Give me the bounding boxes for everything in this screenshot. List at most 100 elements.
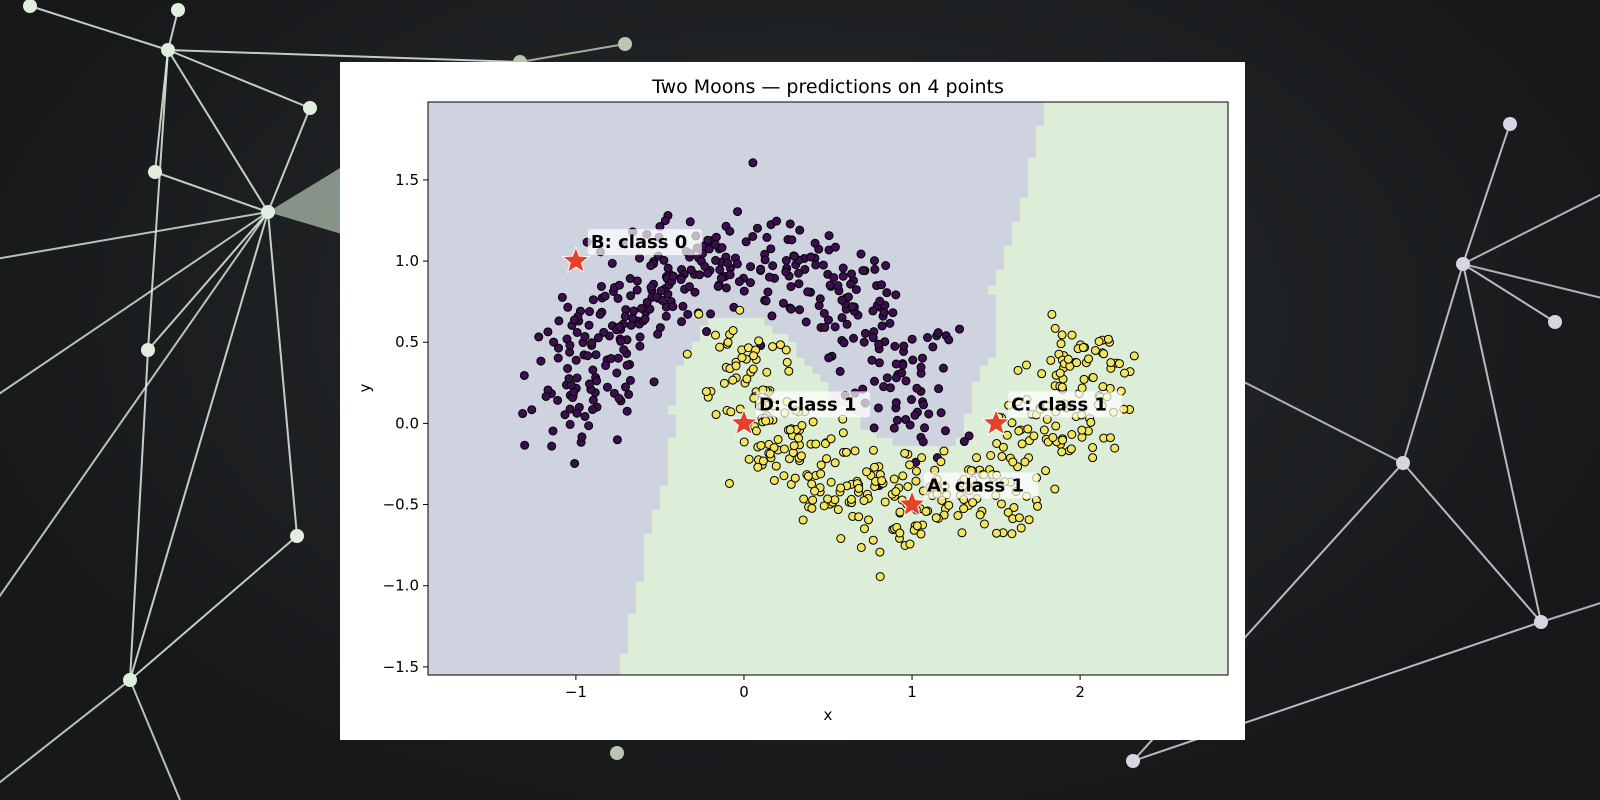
region-cell [1188,486,1197,495]
region-cell [1068,270,1077,279]
point-class-0 [624,389,634,399]
region-cell [1164,510,1173,519]
region-cell [1220,406,1228,415]
region-cell [1036,654,1045,663]
region-cell [1148,590,1157,599]
region-cell [1100,230,1109,239]
region-cell [1116,126,1125,135]
region-cell [1196,574,1205,583]
region-cell [1196,366,1205,375]
region-cell [812,454,821,463]
region-cell [1148,598,1157,607]
region-cell [1220,414,1228,423]
point-class-1 [728,326,738,336]
region-cell [764,326,773,335]
point-class-1 [841,447,851,457]
region-cell [1020,638,1029,647]
region-cell [1116,134,1125,143]
region-cell [1204,518,1213,527]
network-node [1396,456,1410,470]
region-cell [1156,494,1165,503]
region-cell [1020,430,1029,439]
region-cell [876,630,885,639]
region-cell [708,614,717,623]
region-cell [788,534,797,543]
region-cell [980,622,989,631]
region-cell [1180,278,1189,287]
region-cell [820,558,829,567]
region-cell [1180,110,1189,119]
region-cell [1004,574,1013,583]
region-cell [1020,254,1029,263]
region-cell [980,598,989,607]
region-cell [1060,518,1069,527]
region-cell [1092,246,1101,255]
region-cell [924,518,933,527]
point-class-0 [837,313,847,323]
region-cell [1052,150,1061,159]
region-cell [1044,342,1053,351]
region-cell [1212,262,1221,271]
region-cell [764,422,773,431]
region-cell [1036,534,1045,543]
region-cell [716,550,725,559]
point-class-0 [703,235,713,245]
region-cell [1220,646,1228,655]
region-cell [868,502,877,511]
region-cell [1156,470,1165,479]
point-class-1 [957,528,967,538]
region-cell [1220,334,1228,343]
region-cell [1172,486,1181,495]
region-cell [1204,622,1213,631]
region-cell [1052,566,1061,575]
point-class-0 [656,286,666,296]
region-cell [820,518,829,527]
region-cell [1188,126,1197,135]
region-cell [1124,150,1133,159]
network-node [261,205,275,219]
region-cell [1084,134,1093,143]
region-cell [1196,126,1205,135]
region-cell [1204,534,1213,543]
region-cell [964,510,973,519]
region-cell [1164,590,1173,599]
region-cell [652,582,661,591]
region-cell [644,606,653,615]
region-cell [916,614,925,623]
region-cell [1124,142,1133,151]
region-cell [1180,230,1189,239]
region-cell [1172,422,1181,431]
region-cell [724,526,733,535]
region-cell [1044,286,1053,295]
region-cell [1220,430,1228,439]
region-cell [756,638,765,647]
region-cell [764,470,773,479]
point-class-0 [897,368,907,378]
region-cell [1116,222,1125,231]
region-cell [1180,102,1189,111]
region-cell [1012,278,1021,287]
region-cell [1108,142,1117,151]
region-cell [972,406,981,415]
region-cell [684,390,693,399]
region-cell [1180,646,1189,655]
region-cell [660,654,669,663]
region-cell [852,614,861,623]
point-class-1 [859,496,869,506]
region-cell [1132,334,1141,343]
region-cell [684,358,693,367]
region-cell [1100,518,1109,527]
network-node [171,3,185,17]
point-class-0 [748,231,758,241]
region-cell [1068,182,1077,191]
region-cell [1036,262,1045,271]
region-cell [868,590,877,599]
point-class-0 [640,314,650,324]
region-cell [972,542,981,551]
region-cell [1044,502,1053,511]
region-cell [820,542,829,551]
region-cell [764,614,773,623]
region-cell [748,374,757,383]
region-cell [1172,470,1181,479]
region-cell [1196,662,1205,671]
